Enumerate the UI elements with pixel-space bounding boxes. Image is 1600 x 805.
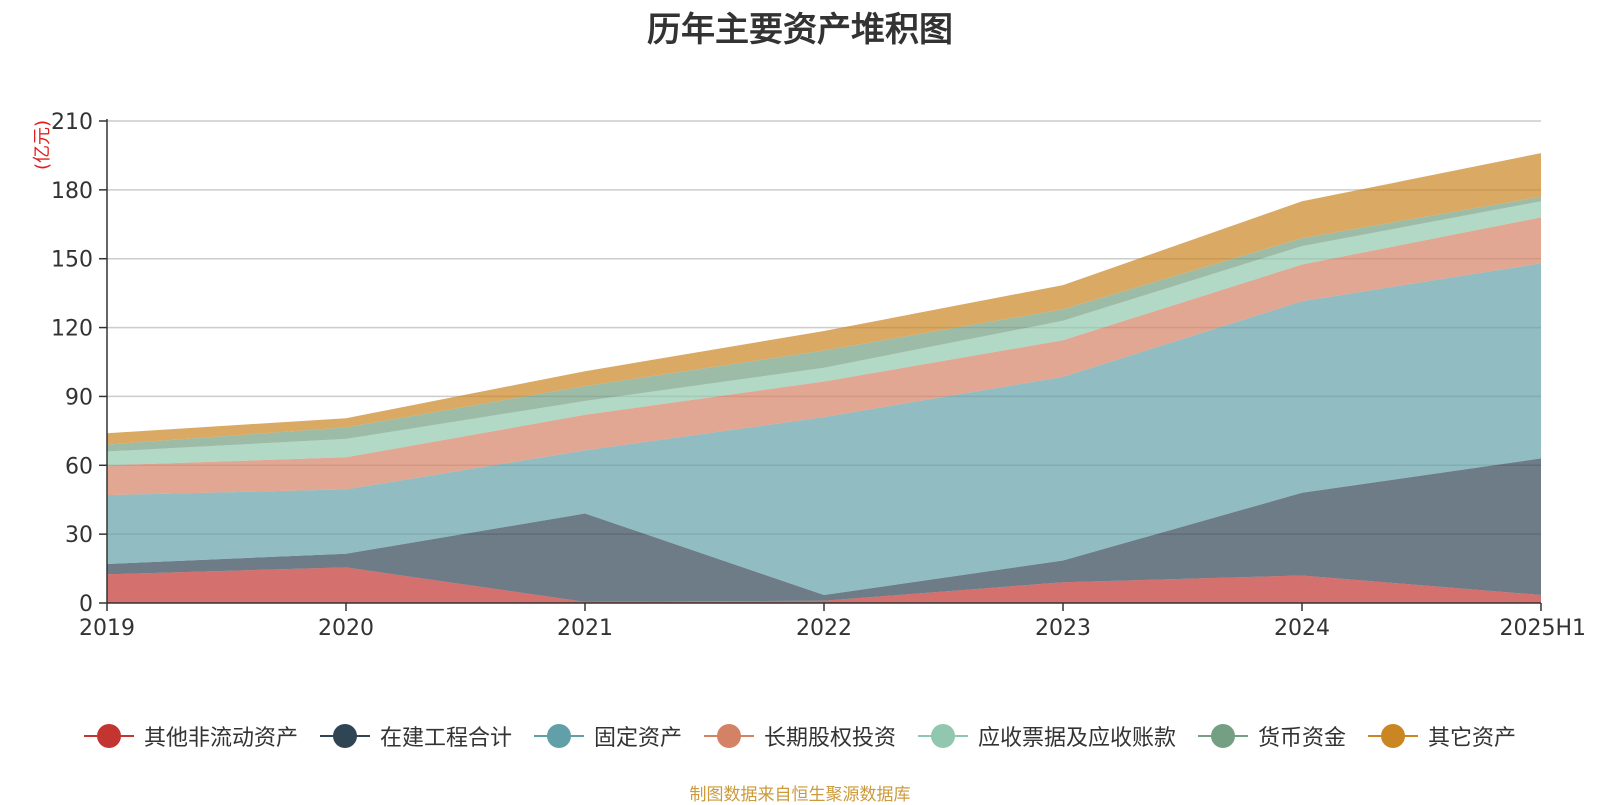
x-tick-label: 2022 bbox=[796, 616, 852, 641]
legend-swatch-icon bbox=[533, 724, 584, 748]
legend-swatch-icon bbox=[1198, 724, 1249, 748]
legend-label: 长期股权投资 bbox=[763, 726, 896, 751]
legend-swatch-icon bbox=[703, 724, 754, 748]
legend-swatch-icon bbox=[1368, 724, 1419, 748]
x-tick-label: 2021 bbox=[557, 616, 613, 641]
legend-label: 其它资产 bbox=[1428, 726, 1517, 751]
x-tick-label: 2024 bbox=[1274, 616, 1330, 641]
legend-label: 固定资产 bbox=[593, 726, 682, 751]
x-tick-label: 2020 bbox=[318, 616, 374, 641]
legend-item[interactable]: 应收票据及应收账款 bbox=[918, 720, 1176, 752]
legend-label: 货币资金 bbox=[1258, 726, 1347, 751]
legend-item[interactable]: 其它资产 bbox=[1368, 720, 1516, 752]
y-tick-label: 150 bbox=[51, 248, 93, 273]
area-series-6 bbox=[107, 153, 1541, 445]
y-tick-label: 0 bbox=[79, 592, 93, 617]
area-series-5 bbox=[107, 196, 1541, 452]
legend-label: 在建工程合计 bbox=[379, 726, 512, 751]
legend-item[interactable]: 长期股权投资 bbox=[703, 720, 896, 752]
legend-item[interactable]: 固定资产 bbox=[533, 720, 682, 752]
legend-label: 应收票据及应收账款 bbox=[978, 726, 1177, 751]
y-axis-unit-label: (亿元) bbox=[32, 120, 53, 170]
y-tick-label: 120 bbox=[51, 317, 93, 342]
x-tick-label: 2025H1 bbox=[1499, 616, 1586, 641]
y-tick-label: 180 bbox=[51, 179, 93, 204]
area-series-0 bbox=[107, 567, 1541, 603]
axes: 0 30 60 90 120 150 180 210 2019 2020 2021 2022 2023 2… bbox=[51, 110, 1586, 641]
legend-swatch-icon bbox=[918, 724, 968, 748]
y-tick-label: 90 bbox=[65, 385, 93, 410]
legend-item[interactable]: 在建工程合计 bbox=[319, 720, 512, 752]
legend-swatch-icon bbox=[83, 724, 134, 748]
area-series-layer bbox=[107, 153, 1541, 603]
legend: 其他非流动资产 在建工程合计 固定资产 长期股权投资 应收票据及应收账款 货币资金 其它资产 bbox=[0, 718, 1600, 754]
x-tick-label: 2023 bbox=[1035, 616, 1091, 641]
chart-title: 历年主要资产堆积图 bbox=[647, 10, 953, 50]
legend-item[interactable]: 货币资金 bbox=[1198, 720, 1346, 752]
area-series-3 bbox=[107, 217, 1541, 496]
area-series-2 bbox=[107, 263, 1541, 595]
legend-swatch-icon bbox=[319, 724, 370, 748]
area-series-1 bbox=[107, 458, 1541, 602]
legend-item[interactable]: 其他非流动资产 bbox=[83, 720, 298, 752]
y-tick-label: 60 bbox=[65, 454, 93, 479]
y-tick-label: 210 bbox=[51, 110, 93, 135]
y-tick-label: 30 bbox=[65, 523, 93, 548]
source-note: 制图数据来自恒生聚源数据库 bbox=[689, 785, 911, 805]
legend-label: 其他非流动资产 bbox=[143, 726, 298, 751]
x-tick-label: 2019 bbox=[79, 616, 135, 641]
